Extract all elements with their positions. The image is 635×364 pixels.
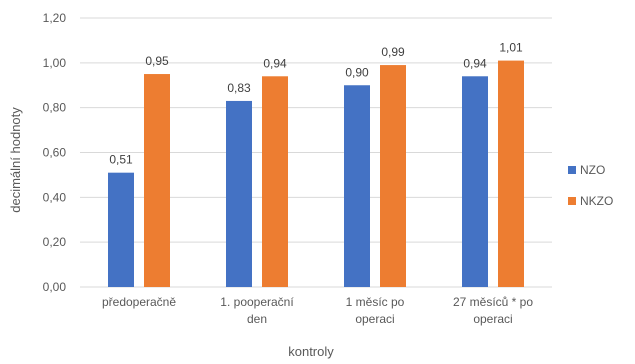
bar-nzo	[344, 85, 370, 287]
bars	[108, 60, 524, 288]
y-tick-label: 0,60	[43, 146, 67, 160]
data-label: 1,01	[499, 41, 523, 55]
x-axis-title: kontroly	[288, 344, 334, 359]
legend-swatch	[568, 166, 576, 174]
bar-nzo	[226, 100, 252, 287]
x-tick-label: operaci	[355, 312, 394, 326]
data-label: 0,94	[463, 56, 487, 70]
y-axis-title: decimální hodnoty	[8, 107, 23, 213]
data-label: 0,95	[145, 54, 169, 68]
bar-nkzo	[498, 60, 524, 287]
x-tick-label: 1 měsíc po	[346, 295, 405, 309]
y-tick-label: 0,40	[43, 190, 67, 204]
data-label: 0,99	[381, 45, 405, 59]
data-labels: 0,51 0,83 0,90 0,94 0,95 0,94 0,99 1,01	[109, 41, 523, 167]
x-tick-label: 27 měsíců * po	[453, 295, 533, 309]
legend-label: NKZO	[580, 194, 613, 208]
data-label: 0,90	[345, 65, 369, 79]
y-tick-label: 1,20	[43, 11, 67, 25]
x-tick-label: operaci	[473, 312, 512, 326]
bar-nzo	[108, 172, 134, 287]
legend: NZO NKZO	[568, 163, 613, 208]
bar-nkzo	[262, 76, 288, 288]
bar-nkzo	[144, 74, 170, 288]
y-tick-label: 0,20	[43, 235, 67, 249]
y-tick-label: 1,00	[43, 56, 67, 70]
legend-swatch	[568, 197, 576, 205]
x-tick-label: předoperačně	[102, 295, 176, 309]
data-label: 0,51	[109, 153, 133, 167]
x-axis-ticks: předoperačně 1. pooperační den 1 měsíc po op…	[102, 295, 533, 326]
data-label: 0,94	[263, 56, 287, 70]
bar-nkzo	[380, 65, 406, 287]
data-label: 0,83	[227, 81, 251, 95]
bar-nzo	[462, 76, 488, 288]
y-axis-ticks: 0,00 0,20 0,40 0,60 0,80 1,00 1,20	[43, 11, 67, 294]
x-tick-label: 1. pooperační	[220, 295, 294, 309]
y-tick-label: 0,00	[43, 280, 67, 294]
legend-label: NZO	[580, 163, 605, 177]
y-tick-label: 0,80	[43, 101, 67, 115]
x-tick-label: den	[247, 312, 267, 326]
